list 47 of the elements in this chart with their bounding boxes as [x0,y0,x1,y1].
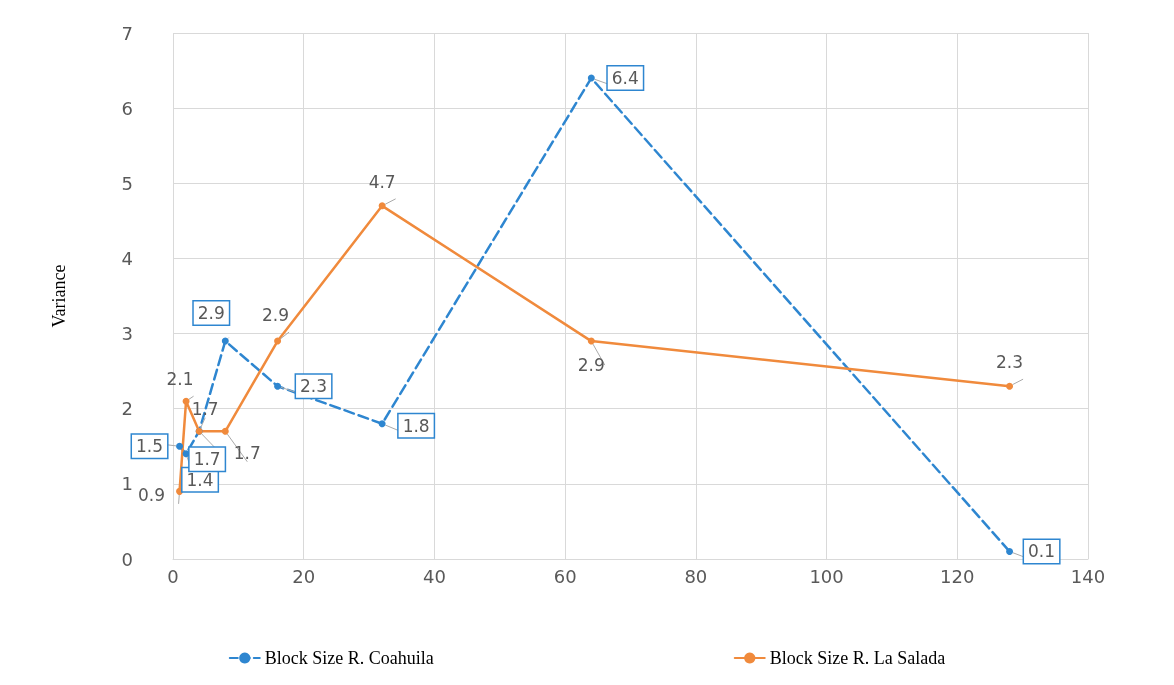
x-tick-label: 60 [553,565,577,587]
data-label: 2.9 [262,305,290,326]
data-label: 1.5 [136,436,164,457]
data-label: 0.1 [1028,541,1056,562]
x-tick-label: 0 [167,565,179,587]
data-label: 0.9 [138,485,166,506]
data-label: 4.7 [368,171,396,192]
y-tick-label: 4 [121,247,133,269]
point [274,382,282,390]
x-tick-label: 80 [684,565,708,587]
data-label: 2.3 [996,352,1024,373]
x-tick-label: 40 [422,565,446,587]
data-label: 2.9 [577,355,605,376]
point [221,337,229,345]
data-label: 1.8 [402,415,430,436]
data-label: 1.4 [186,469,214,490]
data-label: 2.9 [197,303,225,324]
data-label: 1.7 [191,399,219,420]
y-tick-label: 7 [121,22,133,44]
point [274,337,282,345]
y-tick-label: 5 [121,172,133,194]
x-tick-label: 100 [809,565,844,587]
y-tick-label: 0 [121,548,133,570]
y-tick-label: 1 [121,473,133,495]
x-tick-label: 140 [1070,565,1106,587]
point [378,202,386,210]
data-label: 1.7 [233,443,261,464]
point [587,74,595,82]
data-label: 1.7 [193,449,221,470]
x-tick-label: 120 [940,565,975,587]
point [378,420,386,428]
y-tick-label: 6 [121,97,133,119]
point [1006,547,1014,555]
y-tick-label: 2 [121,398,133,420]
point [1006,382,1014,390]
legend-label: Block Size R. Coahuila [264,648,434,668]
data-label: 2.1 [166,369,194,390]
point [587,337,595,345]
legend-label: Block Size R. La Salada [769,648,946,668]
data-label: 2.3 [300,376,328,397]
y-axis-title: Variance [49,264,69,328]
data-label: 6.4 [611,68,639,89]
point [176,442,184,450]
x-tick-label: 20 [292,565,316,587]
point [221,427,229,435]
y-tick-label: 3 [121,323,133,345]
point [182,397,190,405]
